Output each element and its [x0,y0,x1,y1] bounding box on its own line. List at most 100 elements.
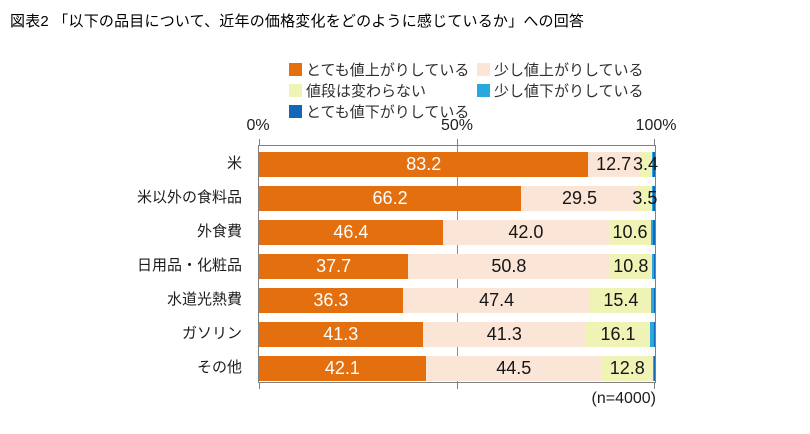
bar-segment: 42.0 [442,220,610,245]
bar-segment: 44.5 [425,356,602,381]
bar-segment: 66.2 [259,186,522,211]
legend-label: とても値上がりしている [306,62,470,79]
bar-row: 42.1 44.5 12.8 [259,356,655,381]
bar-row: 83.2 12.7 3.4 [259,152,658,177]
bar-segment: 10.8 [609,254,653,279]
legend-label: 少し値下がりしている [494,83,644,100]
category-label: その他 [196,359,242,376]
bar-segment [652,356,655,381]
bar-segment: 12.7 [588,152,639,177]
bar-value-label: 83.2 [406,154,442,174]
bar-value-label: 3.4 [632,154,658,174]
category-label: 日用品・化粧品 [136,257,242,274]
bar-segment: 37.7 [259,254,409,279]
bar-segment [651,220,654,245]
bar-segment [653,186,655,211]
bar-segment [653,254,655,279]
bar-segment [653,220,655,245]
bar-segment: 12.8 [601,356,653,381]
legend-item: 少し値上がりしている [477,59,644,80]
bar-value-label: 37.7 [316,256,352,276]
category-label: 米 [226,155,242,172]
axis-tick-mark [457,383,458,389]
x-axis-tick-label: 100% [635,117,677,134]
bar-value-label: 42.0 [508,222,544,242]
bar-value-label: 41.3 [323,324,359,344]
category-label: ガソリン [181,325,242,342]
legend-item: とても値上がりしている [289,59,477,80]
bar-row: 41.3 41.3 16.1 [259,322,655,347]
bar-segment: 16.1 [586,322,650,347]
bar-segment [653,322,655,347]
axis-tick-mark [259,139,260,145]
bar-segment: 41.3 [422,322,587,347]
legend-label: 値段は変わらない [306,83,427,100]
bar-row: 37.7 50.8 10.8 [259,254,655,279]
bar-value-label: 16.1 [600,324,636,344]
category-label: 外食費 [196,223,242,240]
sample-size-note: (n=4000) [591,390,657,407]
axis-tick-mark [654,139,655,145]
bar-value-label: 41.3 [486,324,522,344]
category-label: 米以外の食料品 [136,189,242,206]
bar-value-label: 36.3 [313,290,349,310]
bar-segment [652,152,655,177]
bar-row: 46.4 42.0 10.6 [259,220,655,245]
bar-row: 66.2 29.5 3.5 [259,186,657,211]
bar-row: 36.3 47.4 15.4 [259,288,655,313]
legend: とても値上がりしている 少し値上がりしている値段は変わらない 少し値下がりしていると… [289,59,644,122]
bar-segment: 83.2 [259,152,589,177]
bar-value-label: 50.8 [491,256,527,276]
x-axis-tick-label: 0% [246,117,270,134]
axis-tick-mark [457,139,458,145]
bar-segment [651,288,654,313]
bar-segment: 47.4 [402,288,591,313]
bar-segment: 15.4 [590,288,652,313]
bar-segment [652,152,653,177]
bar-value-label: 47.4 [479,290,515,310]
bar-segment: 36.3 [259,288,403,313]
bar-segment [653,288,655,313]
category-axis: 米米以外の食料品外食費日用品・化粧品水道光熱費ガソリンその他 [0,145,250,383]
plot-area: 83.2 12.7 3.4 66.2 29.5 3.5 46.4 42.0 10.6 37.7 50… [258,139,658,389]
bar-value-label: 12.8 [609,358,645,378]
legend-item: 値段は変わらない [289,80,477,101]
category-label: 水道光熱費 [166,291,242,308]
legend-swatch-icon [289,63,302,76]
bar-value-label: 3.5 [632,188,658,208]
bar-segment: 41.3 [259,322,423,347]
bar-segment: 3.4 [633,152,658,177]
x-axis-tick-label: 50% [440,117,474,134]
bar-value-label: 66.2 [372,188,408,208]
legend-swatch-icon [289,105,302,118]
bar-segment [649,322,654,347]
bar-value-label: 46.4 [333,222,369,242]
legend-swatch-icon [477,84,490,97]
bar-segment: 3.5 [632,186,657,211]
legend-item: 少し値下がりしている [477,80,644,101]
bar-segment: 50.8 [408,254,610,279]
bar-value-label: 44.5 [496,358,532,378]
axis-tick-mark [259,383,260,389]
legend-label: 少し値上がりしている [494,62,644,79]
bar-segment: 29.5 [521,186,638,211]
bar-value-label: 15.4 [603,290,639,310]
bar-segment [652,254,654,279]
x-axis-labels: 0% 50% 100% [246,117,676,137]
legend-swatch-icon [477,63,490,76]
bar-value-label: 12.7 [596,154,632,174]
bar-segment [651,186,653,211]
bar-value-label: 10.8 [613,256,649,276]
bar-segment [654,356,655,381]
bar-value-label: 42.1 [324,358,360,378]
chart-title: 図表2 「以下の品目について、近年の価格変化をどのように感じているか」への回答 [10,13,585,30]
bar-segment: 42.1 [259,356,426,381]
bar-segment: 46.4 [259,220,443,245]
bar-value-label: 10.6 [612,222,648,242]
legend-swatch-icon [289,84,302,97]
bar-value-label: 29.5 [562,188,598,208]
axis-tick-mark [654,383,655,389]
legend-item: とても値下がりしている [289,101,477,122]
legend-label: とても値下がりしている [306,104,470,121]
